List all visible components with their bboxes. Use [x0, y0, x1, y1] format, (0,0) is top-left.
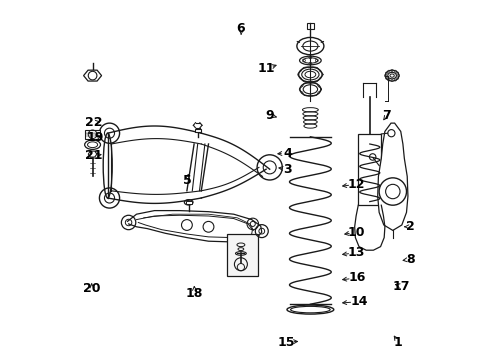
Polygon shape: [83, 70, 102, 81]
Bar: [358, 134, 381, 205]
Bar: [227, 234, 257, 276]
Polygon shape: [88, 151, 97, 157]
Bar: [194, 129, 200, 132]
Text: 7: 7: [382, 109, 390, 122]
Bar: [306, 23, 313, 29]
Ellipse shape: [84, 140, 101, 149]
Text: 14: 14: [349, 295, 367, 308]
Text: 8: 8: [405, 253, 413, 266]
Text: 2: 2: [405, 220, 414, 233]
Text: 17: 17: [391, 280, 409, 293]
Text: 5: 5: [182, 174, 191, 186]
Bar: [85, 130, 100, 139]
Text: 13: 13: [346, 246, 364, 259]
Text: 15: 15: [277, 336, 295, 348]
Text: 22: 22: [85, 116, 102, 129]
Text: 3: 3: [283, 163, 291, 176]
Text: 19: 19: [86, 131, 103, 144]
Polygon shape: [377, 123, 407, 230]
Text: 10: 10: [346, 226, 364, 239]
Text: 4: 4: [283, 147, 291, 159]
Text: 18: 18: [185, 287, 203, 300]
Text: 16: 16: [347, 271, 365, 284]
Bar: [185, 201, 191, 204]
Text: 20: 20: [82, 282, 100, 295]
Text: 1: 1: [393, 336, 402, 349]
Text: 6: 6: [236, 22, 244, 35]
Text: 11: 11: [257, 62, 274, 75]
Text: 12: 12: [346, 178, 364, 191]
Text: 21: 21: [85, 149, 102, 162]
Text: 9: 9: [265, 109, 273, 122]
